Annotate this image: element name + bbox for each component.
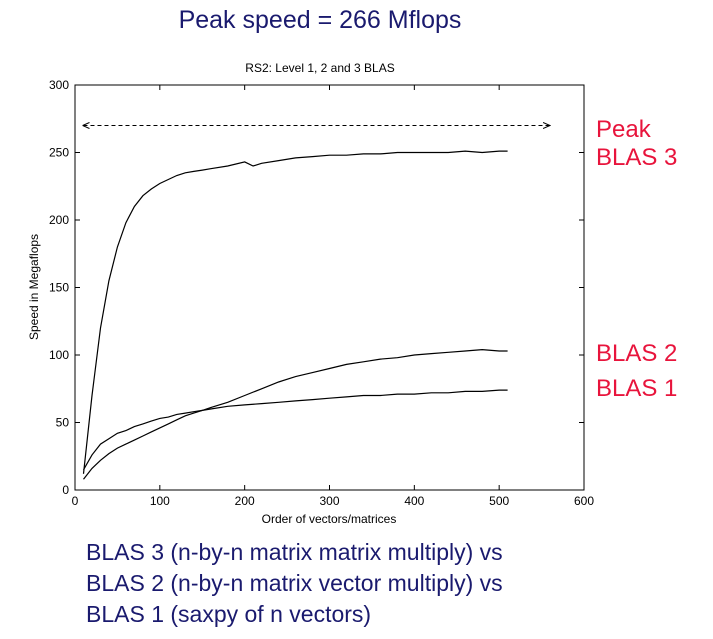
caption-line-3: BLAS 1 (saxpy of n vectors) bbox=[86, 601, 372, 627]
x-tick-label: 400 bbox=[404, 494, 424, 508]
y-tick-label: 100 bbox=[49, 348, 69, 362]
x-tick-label: 200 bbox=[235, 494, 255, 508]
x-tick-label: 0 bbox=[72, 494, 79, 508]
series-line-blas1 bbox=[82, 389, 508, 471]
x-tick-label: 300 bbox=[319, 494, 339, 508]
annotation-blas2: BLAS 2 bbox=[596, 340, 678, 367]
x-tick-label: 500 bbox=[489, 494, 509, 508]
series-line-blas2 bbox=[83, 348, 508, 480]
caption: BLAS 3 (n-by-n matrix matrix multiply) v… bbox=[86, 537, 503, 630]
y-tick-label: 200 bbox=[49, 213, 69, 227]
y-tick-label: 250 bbox=[49, 146, 69, 160]
chart-title: RS2: Level 1, 2 and 3 BLAS bbox=[245, 61, 394, 75]
x-axis-label: Order of vectors/matrices bbox=[262, 512, 397, 526]
y-tick-label: 0 bbox=[62, 483, 69, 497]
y-axis-label: Speed in Megaflops bbox=[27, 234, 41, 340]
x-tick-label: 600 bbox=[574, 494, 594, 508]
axes: 0 100 200 300 400 500 600 0 50 100 150 200 250 300 bbox=[49, 78, 594, 508]
series-line-blas3 bbox=[82, 150, 508, 474]
y-tick-label: 150 bbox=[49, 281, 69, 295]
plot-frame bbox=[74, 84, 585, 491]
caption-line-1: BLAS 3 (n-by-n matrix matrix multiply) v… bbox=[86, 539, 503, 565]
annotation-peak: Peak bbox=[596, 116, 651, 143]
caption-line-2: BLAS 2 (n-by-n matrix vector multiply) v… bbox=[86, 570, 503, 596]
annotation-blas1: BLAS 1 bbox=[596, 375, 678, 402]
x-tick-label: 100 bbox=[150, 494, 170, 508]
y-tick-label: 300 bbox=[49, 78, 69, 92]
headline: Peak speed = 266 Mflops bbox=[178, 6, 462, 34]
series-group bbox=[82, 150, 508, 480]
y-tick-label: 50 bbox=[56, 416, 70, 430]
annotation-blas3: BLAS 3 bbox=[596, 144, 678, 171]
